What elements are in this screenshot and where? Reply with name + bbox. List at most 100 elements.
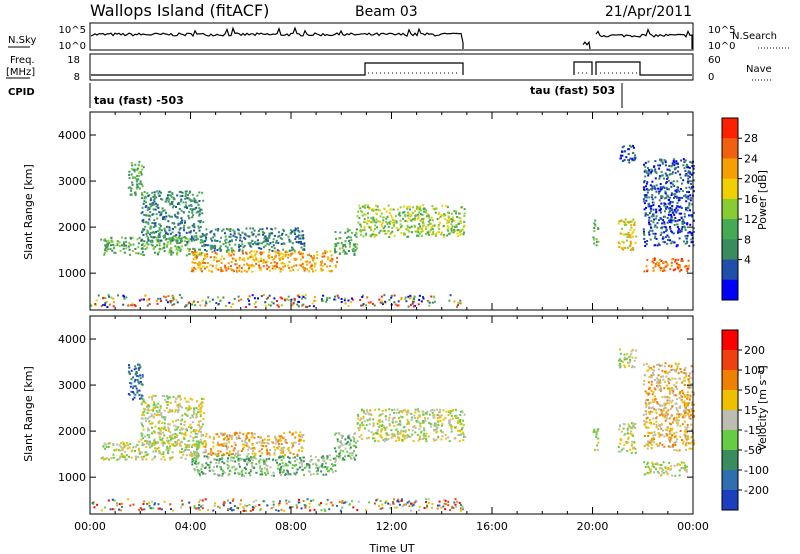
range-gate-cell [674,216,677,219]
range-gate-cell [330,260,333,263]
range-gate-cell [684,448,687,451]
range-gate-cell [126,447,129,450]
range-gate-cell [161,247,164,250]
range-gate-cell [105,300,108,303]
range-gate-cell [339,237,342,239]
range-gate-cell [645,406,648,409]
range-gate-cell [650,440,653,443]
range-gate-cell [206,244,209,247]
range-gate-cell [294,251,297,254]
range-gate-cell [191,460,194,463]
range-gate-cell [356,413,359,416]
range-gate-cell [363,225,366,228]
range-gate-cell [421,218,424,221]
range-gate-cell [221,472,224,475]
range-gate-cell [461,431,464,434]
range-gate-cell [644,212,647,215]
range-gate-cell [241,473,244,476]
range-gate-cell [658,243,661,246]
range-gate-cell [230,456,233,459]
range-gate-cell [218,474,221,477]
range-gate-cell [335,455,338,458]
range-gate-cell [669,173,672,176]
range-gate-cell [146,440,149,443]
range-gate-cell [623,443,626,446]
range-gate-cell [249,470,252,473]
range-gate-cell [285,253,287,256]
range-gate-cell [201,191,204,194]
range-gate-cell [188,217,191,220]
range-gate-cell [174,409,177,411]
range-gate-cell [678,219,681,221]
range-gate-cell [448,233,451,236]
range-gate-cell [239,236,242,239]
cpid-entry-1: tau (fast) -503 [94,94,184,107]
range-gate-cell [336,294,339,297]
range-gate-cell [667,176,669,179]
range-gate-cell [190,199,193,202]
range-gate-cell [422,221,425,223]
range-gate-cell [313,254,316,257]
range-gate-cell [268,236,271,239]
range-gate-cell [153,439,156,442]
range-gate-cell [231,453,234,455]
range-gate-cell [228,454,230,457]
range-gate-cell [257,260,260,263]
range-gate-cell [399,206,402,209]
range-gate-cell [116,240,119,243]
range-gate-cell [145,205,148,207]
range-gate-cell [170,438,172,441]
range-gate-cell [668,370,671,373]
range-gate-cell [281,454,284,457]
range-gate-cell [213,234,216,237]
range-gate-cell [130,167,133,170]
range-gate-cell [296,235,299,238]
range-gate-cell [151,213,154,216]
range-gate-cell [176,251,179,254]
range-gate-cell [122,247,125,250]
range-gate-cell [428,216,431,219]
range-gate-cell [627,148,630,151]
range-gate-cell [355,231,358,234]
range-gate-cell [103,253,106,256]
range-gate-cell [388,235,391,238]
range-gate-cell [279,259,281,261]
range-gate-cell [411,429,414,432]
range-gate-cell [429,409,432,412]
range-gate-cell [279,270,282,273]
range-gate-cell [674,402,677,405]
range-gate-cell [371,302,374,305]
range-gate-cell [301,248,304,251]
range-gate-cell [665,470,668,473]
range-gate-cell [132,168,135,171]
range-gate-cell [233,250,236,253]
range-gate-cell [422,297,425,300]
range-gate-cell [274,267,277,270]
range-gate-cell [351,248,354,251]
range-gate-cell [180,209,183,212]
range-gate-cell [408,297,411,300]
range-gate-cell [144,417,147,420]
range-gate-cell [280,262,283,265]
range-gate-cell [648,196,651,199]
range-gate-cell [684,434,687,437]
range-gate-cell [203,439,206,442]
range-gate-cell [252,447,255,450]
range-gate-cell [171,231,174,234]
range-gate-cell [677,228,680,231]
range-gate-cell [220,262,223,264]
scatter-region-11 [642,362,695,452]
range-gate-cell [657,384,660,387]
range-gate-cell [347,437,350,439]
range-gate-cell [172,395,175,398]
range-gate-cell [658,414,661,417]
range-gate-cell [141,402,143,405]
range-gate-cell [407,422,410,425]
range-gate-cell [680,461,683,464]
range-gate-cell [158,411,161,413]
range-gate-cell [201,251,204,254]
range-gate-cell [680,228,683,230]
range-gate-cell [149,227,152,230]
range-gate-cell [370,228,373,231]
range-gate-cell [144,451,147,454]
